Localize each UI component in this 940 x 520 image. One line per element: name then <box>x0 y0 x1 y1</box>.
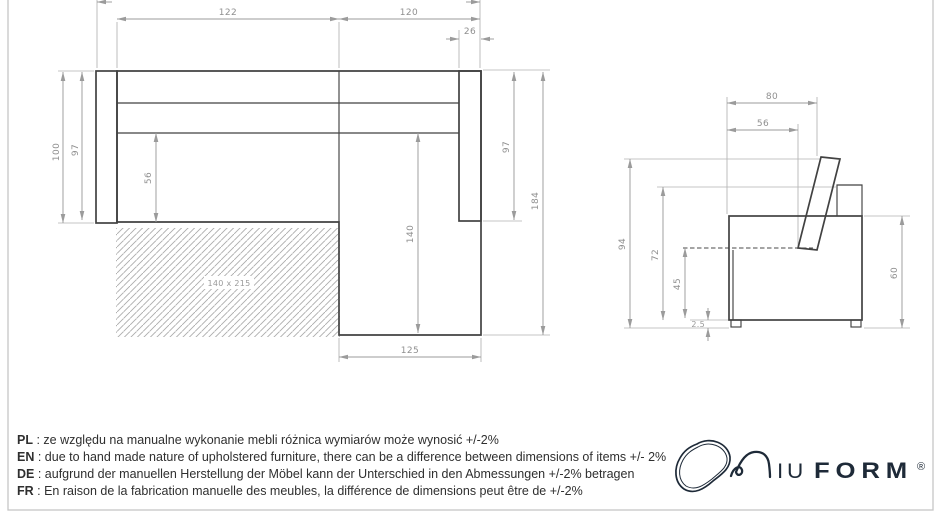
logo-text-iu: IU <box>777 460 807 483</box>
note-lang-code: PL <box>17 433 33 447</box>
page-border <box>7 0 934 511</box>
note-pl: PL : ze względu na manualne wykonanie me… <box>17 432 666 449</box>
note-separator: : <box>34 467 45 481</box>
dim-seat-depth-label: 56 <box>144 172 154 184</box>
dim-total-depth-label: 80 <box>766 92 778 102</box>
note-text: due to hand made nature of upholstered f… <box>44 450 667 464</box>
dim-depth-inner-label: 97 <box>71 144 81 156</box>
dim-total-height-label: 94 <box>618 238 628 250</box>
dim-depth-outer-label: 100 <box>52 143 62 161</box>
dim-chaise-bottom-width-label: 125 <box>401 346 419 356</box>
dim-chaise-width-label: 120 <box>400 8 418 18</box>
dim-chaise-length-label: 140 <box>406 225 416 243</box>
dim-total-length-label: 184 <box>531 192 541 210</box>
disclaimer-notes: PL : ze względu na manualne wykonanie me… <box>17 432 666 500</box>
top-view-dimension-lines: 122 120 26 100 97 56 140 97 184 125 <box>52 0 546 360</box>
registered-trademark-symbol: ® <box>917 461 925 473</box>
top-view-drawing: 140 x 215 <box>52 0 550 362</box>
note-text: ze względu na manualne wykonanie mebli r… <box>43 433 499 447</box>
note-fr: FR : En raison de la fabrication manuell… <box>17 483 666 500</box>
note-de: DE : aufgrund der manuellen Herstellung … <box>17 466 666 483</box>
miuform-m-glyph <box>729 450 772 479</box>
sofa-side-view-outline <box>728 156 863 328</box>
note-separator: : <box>32 433 44 447</box>
note-en: EN : due to hand made nature of upholste… <box>17 449 666 466</box>
note-separator: : <box>33 484 45 498</box>
note-lang-code: DE <box>17 467 35 481</box>
logo-text-form: FORM <box>814 458 913 483</box>
dim-armrest-width-label: 26 <box>464 27 476 37</box>
dim-seat-width-label: 122 <box>219 8 237 18</box>
sofa-top-view-outline <box>95 70 482 336</box>
dim-seat-height-label: 45 <box>673 278 683 290</box>
side-view-dimension-lines: 80 56 94 72 45 2.5 60 <box>618 92 905 341</box>
side-view-drawing: 80 56 94 72 45 2.5 60 <box>618 92 910 341</box>
miuform-bean-icon-inner <box>679 443 728 489</box>
dim-back-height-label: 72 <box>651 249 661 261</box>
dim-arm-height-label: 60 <box>890 267 900 279</box>
side-view-extension-lines <box>624 97 910 329</box>
note-text: aufgrund der manuellen Herstellung der M… <box>44 467 635 481</box>
dim-right-depth-label: 97 <box>502 141 512 153</box>
miuform-bean-icon <box>675 439 731 493</box>
sleeping-area-label: 140 x 215 <box>207 279 250 288</box>
dim-seat-length-label: 56 <box>757 119 769 129</box>
note-lang-code: FR <box>17 484 34 498</box>
note-text: En raison de la fabrication manuelle des… <box>44 484 583 498</box>
note-lang-code: EN <box>17 450 35 464</box>
dim-leg-height-label: 2.5 <box>691 320 705 329</box>
note-separator: : <box>34 450 45 464</box>
backrest-cushion <box>796 156 842 251</box>
miuform-logo: IU FORM ® <box>675 439 925 493</box>
